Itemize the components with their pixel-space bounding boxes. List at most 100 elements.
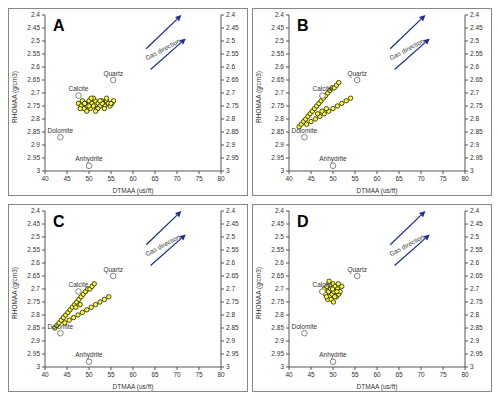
svg-text:2.75: 2.75 (470, 102, 483, 109)
svg-text:65: 65 (395, 371, 403, 378)
svg-text:2.7: 2.7 (470, 285, 479, 292)
svg-text:2.4: 2.4 (31, 11, 40, 18)
svg-text:2.95: 2.95 (27, 154, 40, 161)
svg-text:2.8: 2.8 (226, 115, 235, 122)
svg-text:2.65: 2.65 (470, 76, 483, 83)
svg-text:70: 70 (173, 371, 181, 378)
svg-text:Dolomite: Dolomite (292, 323, 318, 330)
svg-text:2.65: 2.65 (271, 76, 284, 83)
svg-text:RHOMAA (g/cm3): RHOMAA (g/cm3) (255, 71, 263, 123)
svg-text:2.45: 2.45 (226, 220, 239, 227)
svg-text:Calcite: Calcite (69, 85, 89, 92)
svg-text:2.8: 2.8 (470, 311, 479, 318)
svg-text:45: 45 (63, 371, 71, 378)
svg-text:2.5: 2.5 (275, 37, 284, 44)
svg-text:2.65: 2.65 (470, 272, 483, 279)
svg-text:2.5: 2.5 (31, 233, 40, 240)
svg-text:Gas direction: Gas direction (388, 233, 425, 257)
svg-text:2.45: 2.45 (27, 220, 40, 227)
svg-text:2.7: 2.7 (275, 89, 284, 96)
svg-text:40: 40 (285, 371, 293, 378)
svg-text:2.95: 2.95 (470, 154, 483, 161)
svg-text:55: 55 (351, 175, 359, 182)
svg-text:2.9: 2.9 (470, 337, 479, 344)
svg-text:2.85: 2.85 (226, 324, 239, 331)
svg-text:2.65: 2.65 (27, 76, 40, 83)
svg-text:RHOMAA (g/cm3): RHOMAA (g/cm3) (255, 267, 263, 319)
svg-text:2.55: 2.55 (27, 246, 40, 253)
svg-text:2.6: 2.6 (226, 63, 235, 70)
svg-text:2.7: 2.7 (31, 89, 40, 96)
svg-text:65: 65 (151, 371, 159, 378)
svg-text:2.95: 2.95 (27, 350, 40, 357)
svg-text:55: 55 (351, 371, 359, 378)
svg-text:2.45: 2.45 (226, 24, 239, 31)
svg-text:2.9: 2.9 (31, 337, 40, 344)
svg-text:70: 70 (417, 371, 425, 378)
svg-text:2.7: 2.7 (470, 89, 479, 96)
svg-text:3: 3 (470, 363, 474, 370)
svg-text:55: 55 (107, 175, 115, 182)
svg-text:2.65: 2.65 (226, 272, 239, 279)
svg-text:2.85: 2.85 (271, 324, 284, 331)
svg-text:Anhydrite: Anhydrite (319, 351, 347, 359)
svg-text:2.55: 2.55 (226, 50, 239, 57)
svg-text:2.65: 2.65 (226, 76, 239, 83)
svg-text:3: 3 (470, 167, 474, 174)
svg-text:55: 55 (107, 371, 115, 378)
svg-text:45: 45 (307, 175, 315, 182)
svg-text:2.75: 2.75 (226, 102, 239, 109)
svg-text:2.85: 2.85 (470, 324, 483, 331)
svg-text:2.8: 2.8 (470, 115, 479, 122)
svg-text:2.8: 2.8 (275, 311, 284, 318)
svg-text:2.8: 2.8 (275, 115, 284, 122)
svg-text:80: 80 (461, 175, 469, 182)
svg-text:Quartz: Quartz (103, 70, 123, 78)
svg-text:2.7: 2.7 (275, 285, 284, 292)
svg-text:2.55: 2.55 (271, 246, 284, 253)
svg-text:2.55: 2.55 (226, 246, 239, 253)
svg-text:DTMAA (us/ft): DTMAA (us/ft) (357, 383, 398, 391)
svg-text:2.45: 2.45 (27, 24, 40, 31)
svg-text:2.45: 2.45 (470, 220, 483, 227)
svg-text:2.8: 2.8 (226, 311, 235, 318)
svg-text:DTMAA (us/ft): DTMAA (us/ft) (113, 383, 154, 391)
svg-text:65: 65 (395, 175, 403, 182)
svg-text:Calcite: Calcite (313, 85, 333, 92)
svg-text:2.75: 2.75 (271, 298, 284, 305)
svg-text:RHOMAA (g/cm3): RHOMAA (g/cm3) (11, 71, 19, 123)
svg-text:2.55: 2.55 (27, 50, 40, 57)
svg-text:3: 3 (226, 167, 230, 174)
svg-text:RHOMAA (g/cm3): RHOMAA (g/cm3) (11, 267, 19, 319)
svg-text:2.4: 2.4 (226, 11, 235, 18)
svg-text:2.4: 2.4 (470, 11, 479, 18)
svg-text:40: 40 (285, 175, 293, 182)
svg-text:2.65: 2.65 (27, 272, 40, 279)
svg-text:Dolomite: Dolomite (48, 127, 74, 134)
svg-text:60: 60 (373, 175, 381, 182)
svg-text:2.6: 2.6 (470, 63, 479, 70)
svg-text:2.6: 2.6 (31, 259, 40, 266)
svg-text:2.85: 2.85 (226, 128, 239, 135)
svg-text:2.45: 2.45 (470, 24, 483, 31)
svg-text:2.9: 2.9 (275, 337, 284, 344)
svg-text:Gas direction: Gas direction (144, 37, 181, 61)
svg-text:2.95: 2.95 (226, 154, 239, 161)
svg-text:2.6: 2.6 (470, 259, 479, 266)
svg-text:60: 60 (129, 371, 137, 378)
svg-text:Calcite: Calcite (69, 281, 89, 288)
svg-text:3: 3 (280, 167, 284, 174)
svg-text:Quartz: Quartz (347, 266, 367, 274)
svg-text:2.5: 2.5 (31, 37, 40, 44)
svg-text:2.4: 2.4 (275, 11, 284, 18)
svg-text:2.8: 2.8 (31, 311, 40, 318)
svg-text:2.4: 2.4 (275, 207, 284, 214)
svg-text:2.7: 2.7 (226, 89, 235, 96)
svg-text:DTMAA (us/ft): DTMAA (us/ft) (113, 187, 154, 195)
svg-text:50: 50 (85, 371, 93, 378)
svg-text:45: 45 (307, 371, 315, 378)
svg-text:40: 40 (41, 371, 49, 378)
svg-text:Quartz: Quartz (103, 266, 123, 274)
svg-text:2.9: 2.9 (226, 141, 235, 148)
svg-text:3: 3 (36, 167, 40, 174)
